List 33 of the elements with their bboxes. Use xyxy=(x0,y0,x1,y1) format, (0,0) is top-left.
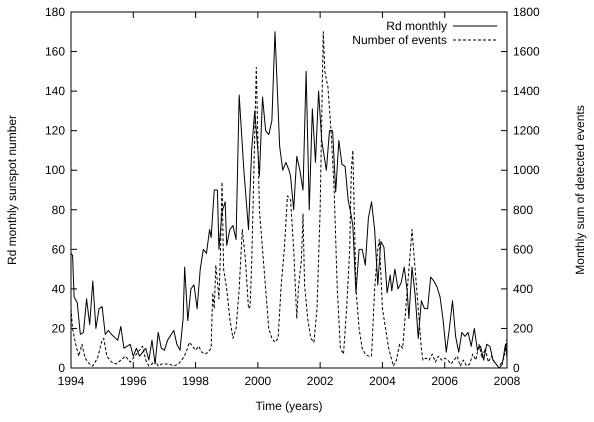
y2-tick-label: 1800 xyxy=(513,5,540,19)
y2-tick-label: 1000 xyxy=(513,163,540,178)
y-tick-label: 60 xyxy=(52,242,66,256)
y2-tick-label: 1600 xyxy=(513,44,540,59)
y2-tick-label: 200 xyxy=(513,321,534,336)
x-tick-label: 2008 xyxy=(494,374,521,388)
y2-tick-label: 800 xyxy=(513,202,534,217)
y2-tick-label: 1200 xyxy=(513,124,540,138)
y2-tick-label: 1400 xyxy=(513,84,540,98)
y-tick-label: 40 xyxy=(52,282,66,296)
y-tick-label: 0 xyxy=(58,361,66,375)
x-tick-label: 2004 xyxy=(369,374,396,388)
x-tick-label: 2002 xyxy=(306,374,334,388)
x-tick-label: 1994 xyxy=(58,374,85,388)
y-tick-label: 20 xyxy=(52,321,66,336)
y-tick-label: 140 xyxy=(44,84,66,98)
y2-tick-label: 400 xyxy=(513,282,534,296)
legend-label: Number of events xyxy=(352,33,447,47)
x-tick-label: 1996 xyxy=(120,374,147,388)
y2-tick-label: 600 xyxy=(513,242,534,256)
x-axis-title: Time (years) xyxy=(256,399,322,413)
y-tick-label: 160 xyxy=(44,44,66,59)
legend-label: Rd monthly xyxy=(386,19,447,33)
y-tick-label: 180 xyxy=(44,5,66,19)
y-tick-label: 80 xyxy=(52,202,66,217)
y2-tick-label: 0 xyxy=(513,361,520,375)
y-tick-label: 120 xyxy=(44,124,66,138)
y2-axis-title: Monthly sum of detected events xyxy=(573,105,587,275)
x-tick-label: 1998 xyxy=(182,374,210,388)
x-tick-label: 2006 xyxy=(431,374,458,388)
y-axis-title: Rd monthly sunspot number xyxy=(5,114,19,266)
x-tick-label: 2000 xyxy=(244,374,272,388)
y-tick-label: 100 xyxy=(44,163,66,178)
